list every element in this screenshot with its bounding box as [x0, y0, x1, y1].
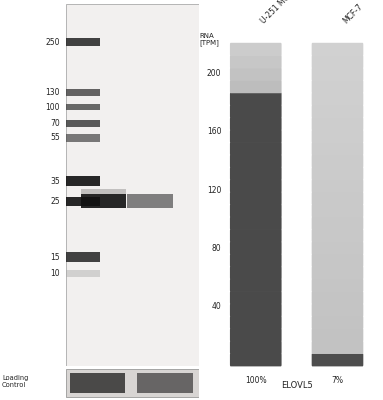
Text: 100%: 100%: [245, 376, 267, 386]
Text: 15: 15: [50, 253, 60, 262]
FancyBboxPatch shape: [312, 328, 363, 342]
FancyBboxPatch shape: [230, 291, 282, 304]
FancyBboxPatch shape: [312, 43, 363, 56]
FancyBboxPatch shape: [230, 229, 282, 242]
Text: 7%: 7%: [332, 376, 344, 386]
Text: 120: 120: [207, 186, 221, 194]
Text: 40: 40: [212, 302, 221, 311]
Bar: [66, 134, 100, 142]
FancyBboxPatch shape: [312, 142, 363, 155]
FancyBboxPatch shape: [230, 242, 282, 255]
FancyBboxPatch shape: [312, 80, 363, 93]
FancyBboxPatch shape: [312, 242, 363, 255]
Text: 250: 250: [45, 38, 60, 46]
FancyBboxPatch shape: [230, 154, 282, 168]
Bar: [66, 90, 100, 96]
FancyBboxPatch shape: [312, 55, 363, 68]
FancyBboxPatch shape: [230, 117, 282, 130]
FancyBboxPatch shape: [312, 266, 363, 280]
Bar: [66, 252, 100, 262]
FancyBboxPatch shape: [312, 192, 363, 205]
FancyBboxPatch shape: [312, 130, 363, 143]
FancyBboxPatch shape: [230, 68, 282, 81]
FancyBboxPatch shape: [312, 117, 363, 130]
Bar: [81, 189, 126, 194]
Bar: [81, 194, 126, 208]
FancyBboxPatch shape: [312, 167, 363, 180]
FancyBboxPatch shape: [312, 217, 363, 230]
Bar: [66, 270, 100, 277]
FancyBboxPatch shape: [312, 291, 363, 304]
FancyBboxPatch shape: [312, 304, 363, 317]
FancyBboxPatch shape: [230, 266, 282, 280]
Text: 35: 35: [50, 177, 60, 186]
FancyBboxPatch shape: [230, 179, 282, 192]
FancyBboxPatch shape: [230, 43, 282, 56]
Text: 70: 70: [50, 119, 60, 128]
FancyBboxPatch shape: [230, 254, 282, 267]
Bar: [66, 38, 100, 46]
Text: 200: 200: [207, 69, 221, 78]
FancyBboxPatch shape: [230, 304, 282, 317]
FancyBboxPatch shape: [312, 92, 363, 106]
FancyBboxPatch shape: [230, 142, 282, 155]
FancyBboxPatch shape: [230, 341, 282, 354]
FancyBboxPatch shape: [312, 204, 363, 218]
FancyBboxPatch shape: [312, 254, 363, 267]
FancyBboxPatch shape: [230, 130, 282, 143]
Text: Low: Low: [161, 377, 176, 386]
Text: 80: 80: [212, 244, 221, 253]
FancyBboxPatch shape: [230, 353, 282, 366]
FancyBboxPatch shape: [312, 279, 363, 292]
Text: 10: 10: [50, 269, 60, 278]
FancyBboxPatch shape: [312, 229, 363, 242]
FancyBboxPatch shape: [230, 279, 282, 292]
FancyBboxPatch shape: [312, 179, 363, 192]
Text: 55: 55: [50, 134, 60, 142]
FancyBboxPatch shape: [230, 328, 282, 342]
Text: 160: 160: [207, 127, 221, 136]
FancyBboxPatch shape: [230, 167, 282, 180]
Text: Loading
Control: Loading Control: [2, 375, 28, 388]
FancyBboxPatch shape: [230, 192, 282, 205]
FancyBboxPatch shape: [230, 80, 282, 93]
FancyBboxPatch shape: [230, 204, 282, 218]
Bar: [70, 373, 126, 393]
Text: ELOVL5: ELOVL5: [281, 381, 313, 390]
FancyBboxPatch shape: [312, 353, 363, 366]
Bar: [66, 370, 199, 397]
Bar: [66, 176, 100, 186]
Text: MCF-7: MCF-7: [341, 2, 365, 25]
FancyBboxPatch shape: [230, 217, 282, 230]
Bar: [137, 373, 193, 393]
Text: 25: 25: [50, 197, 60, 206]
Text: High: High: [114, 377, 131, 386]
Bar: [66, 4, 199, 366]
Bar: [128, 194, 173, 208]
Text: 130: 130: [45, 88, 60, 97]
Bar: [66, 104, 100, 110]
FancyBboxPatch shape: [312, 154, 363, 168]
Text: U-251 MG: U-251 MG: [259, 0, 292, 25]
Text: 100: 100: [45, 103, 60, 112]
Bar: [66, 120, 100, 127]
FancyBboxPatch shape: [230, 316, 282, 329]
FancyBboxPatch shape: [312, 341, 363, 354]
FancyBboxPatch shape: [312, 105, 363, 118]
FancyBboxPatch shape: [312, 68, 363, 81]
Text: RNA
[TPM]: RNA [TPM]: [199, 33, 219, 46]
FancyBboxPatch shape: [230, 105, 282, 118]
FancyBboxPatch shape: [230, 92, 282, 106]
FancyBboxPatch shape: [230, 55, 282, 68]
Bar: [66, 197, 100, 206]
FancyBboxPatch shape: [312, 316, 363, 329]
